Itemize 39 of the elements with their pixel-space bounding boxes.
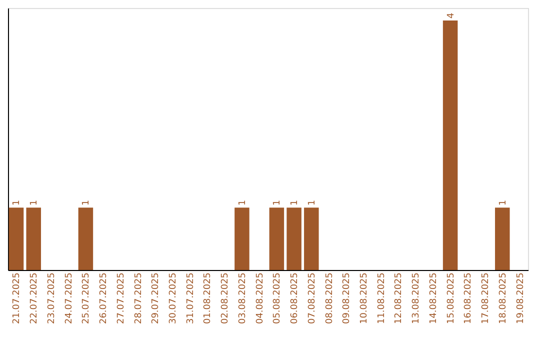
x-tick-label: 17.08.2025 (481, 272, 492, 324)
x-tick-label: 24.07.2025 (64, 272, 74, 324)
x-tick-label: 22.07.2025 (30, 272, 40, 324)
x-tick-label: 10.08.2025 (359, 272, 370, 324)
x-tick-label: 15.08.2025 (446, 272, 456, 324)
x-tick-label: 03.08.2025 (238, 272, 248, 324)
x-tick-label: 11.08.2025 (376, 272, 387, 324)
x-tick-label: 07.08.2025 (307, 272, 318, 324)
x-tick-label: 21.07.2025 (12, 272, 22, 324)
data-label: 4 (446, 12, 456, 18)
x-tick-label: 01.08.2025 (203, 272, 214, 324)
x-tick-label: 04.08.2025 (255, 272, 266, 324)
x-tick-label: 27.07.2025 (116, 272, 126, 324)
x-tick-label: 26.07.2025 (99, 272, 110, 324)
x-tick-label: 08.08.2025 (324, 272, 335, 324)
data-label: 1 (238, 200, 248, 206)
x-tick-label: 25.07.2025 (82, 272, 92, 324)
x-tick-label: 16.08.2025 (464, 272, 474, 324)
x-tick-label: 31.07.2025 (186, 272, 196, 324)
x-tick-label: 09.08.2025 (342, 272, 352, 324)
x-tick-label: 05.08.2025 (272, 272, 283, 324)
data-label: 1 (290, 200, 300, 206)
x-tick-label: 06.08.2025 (290, 272, 300, 324)
x-tick-label: 12.08.2025 (394, 272, 404, 324)
x-tick-label: 18.08.2025 (498, 272, 508, 324)
data-label: 1 (30, 200, 40, 206)
x-tick-label: 29.07.2025 (151, 272, 162, 324)
x-tick-label: 13.08.2025 (412, 272, 422, 324)
x-tick-label: 02.08.2025 (220, 272, 231, 324)
x-tick-label: 30.07.2025 (168, 272, 179, 324)
x-tick-label: 19.08.2025 (516, 272, 526, 324)
data-label: 1 (498, 200, 508, 206)
data-label: 1 (307, 200, 318, 206)
data-label: 1 (272, 200, 283, 206)
data-label: 1 (82, 200, 92, 206)
x-tick-label: 28.07.2025 (134, 272, 144, 324)
x-tick-label: 14.08.2025 (428, 272, 439, 324)
data-label: 1 (12, 200, 22, 206)
x-tick-label: 23.07.2025 (46, 272, 57, 324)
